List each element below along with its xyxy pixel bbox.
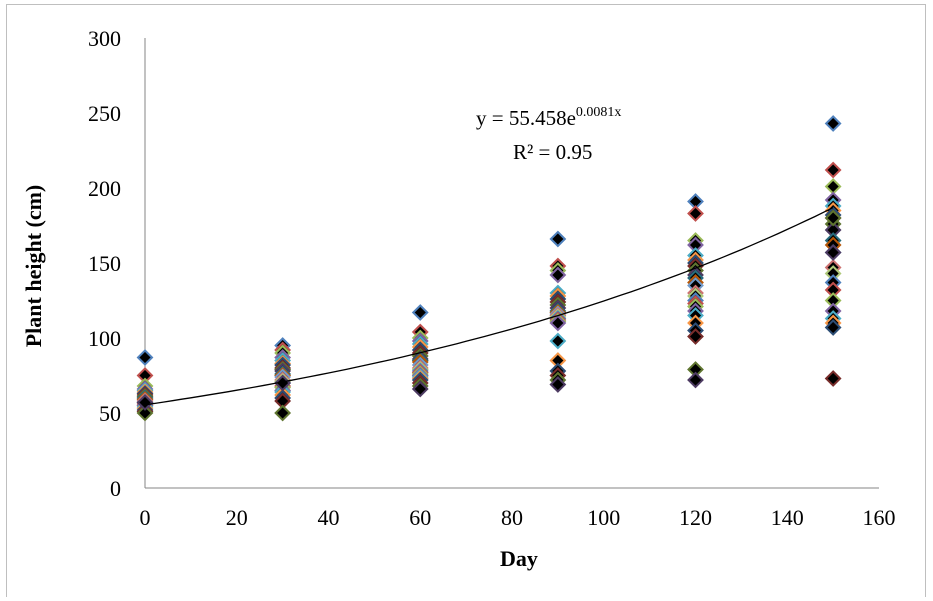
data-point bbox=[824, 115, 842, 132]
data-point bbox=[824, 161, 842, 179]
y-tick-label: 50 bbox=[99, 401, 121, 426]
x-tick-label: 60 bbox=[409, 505, 431, 530]
data-point bbox=[274, 404, 292, 422]
x-tick-label: 0 bbox=[140, 505, 151, 530]
data-point bbox=[824, 370, 842, 387]
y-axis-title: Plant height (cm) bbox=[21, 185, 46, 348]
data-point bbox=[824, 209, 842, 227]
x-axis: 0 20 40 60 80 100 120 140 160 bbox=[140, 487, 896, 530]
x-tick-label: 140 bbox=[771, 505, 804, 530]
data-point bbox=[411, 304, 429, 321]
x-tick-label: 20 bbox=[226, 505, 248, 530]
data-point bbox=[687, 205, 704, 222]
data-point bbox=[136, 349, 154, 366]
y-tick-label: 300 bbox=[88, 26, 121, 51]
data-point bbox=[824, 319, 842, 336]
x-tick-label: 100 bbox=[587, 505, 620, 530]
y-tick-label: 200 bbox=[88, 176, 121, 201]
x-tick-label: 40 bbox=[318, 505, 340, 530]
trendline-equation: y = 55.458e0.0081x bbox=[476, 105, 621, 130]
y-tick-label: 100 bbox=[88, 326, 121, 351]
x-tick-labels: 0 20 40 60 80 100 120 140 160 bbox=[140, 505, 896, 530]
data-point bbox=[549, 230, 567, 248]
data-point bbox=[411, 380, 429, 398]
y-axis: 0 50 100 150 200 250 300 bbox=[88, 26, 146, 501]
x-tick-label: 120 bbox=[679, 505, 712, 530]
data-point bbox=[549, 266, 567, 284]
data-point bbox=[824, 178, 842, 195]
data-points bbox=[136, 115, 842, 422]
y-tick-label: 0 bbox=[110, 476, 121, 501]
r-squared-label: R² = 0.95 bbox=[513, 140, 592, 164]
chart-frame bbox=[6, 4, 926, 597]
x-tick-label: 80 bbox=[501, 505, 523, 530]
data-point bbox=[687, 371, 704, 389]
x-tick-label: 160 bbox=[863, 505, 896, 530]
trendline bbox=[144, 207, 834, 406]
data-point bbox=[136, 404, 154, 422]
y-tick-label: 250 bbox=[88, 101, 121, 126]
data-point bbox=[136, 394, 154, 411]
data-point bbox=[549, 332, 567, 350]
data-point bbox=[549, 376, 567, 393]
y-tick-label: 150 bbox=[88, 251, 121, 276]
y-tick-labels: 0 50 100 150 200 250 300 bbox=[88, 26, 121, 501]
data-point bbox=[687, 328, 704, 345]
x-axis-title: Day bbox=[500, 546, 538, 571]
data-point bbox=[549, 314, 567, 332]
data-point bbox=[824, 244, 842, 261]
